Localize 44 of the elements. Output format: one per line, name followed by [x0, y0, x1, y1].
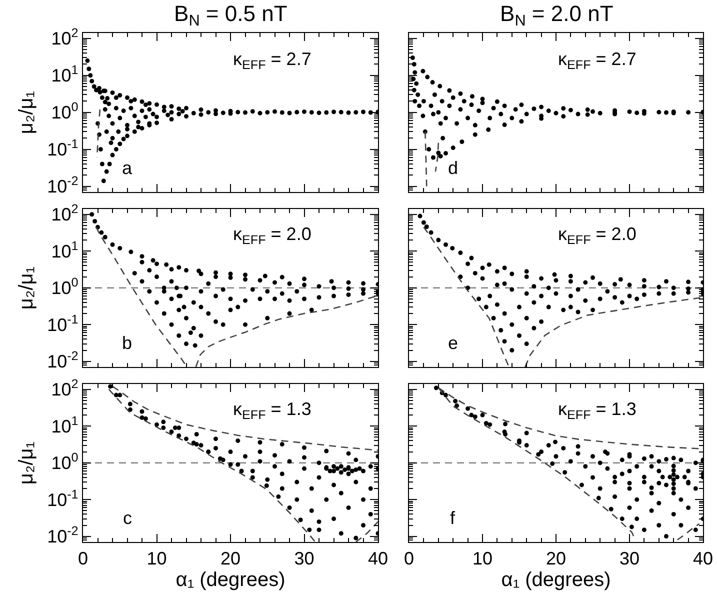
y-tick-label: 10$^{2}$: [51, 377, 78, 400]
y-tick-label: 10$^{1}$: [51, 238, 78, 262]
annotation: κ$_{EFF}$ = 2.7: [558, 49, 636, 72]
annotation: e: [448, 333, 458, 353]
x-tick-label: 0: [404, 548, 414, 569]
annotation: f: [450, 508, 456, 528]
y-axis-title: μ₂/μ₁: [16, 90, 38, 134]
x-tick-label: 10: [146, 548, 167, 569]
y-tick-label: 10$^{1}$: [51, 63, 78, 86]
x-tick-label: 0: [78, 548, 88, 569]
y-tick-label: 10$^{-1}$: [47, 137, 78, 160]
y-tick-label: 10$^{2}$: [51, 26, 78, 49]
annotation: c: [123, 508, 132, 528]
chart-title: B$_{N}$ = 2.0 nT: [500, 1, 614, 30]
x-axis-title: α₁ (degrees): [176, 569, 286, 592]
annotation: κ$_{EFF}$ = 1.3: [558, 399, 636, 422]
annotation: a: [122, 158, 133, 178]
chart-title: B$_{N}$ = 0.5 nT: [174, 1, 288, 30]
x-tick-label: 20: [546, 548, 566, 569]
y-tick-label: 10$^{-2}$: [47, 349, 78, 372]
y-tick-label: 10$^{0}$: [51, 276, 78, 298]
annotation: κ$_{EFF}$ = 2.0: [233, 224, 312, 247]
annotation: κ$_{EFF}$ = 1.3: [233, 399, 312, 422]
y-tick-label: 10$^{-2}$: [47, 174, 78, 197]
annotation: d: [448, 158, 458, 178]
y-tick-label: 10$^{1}$: [51, 414, 78, 436]
x-axis-title: α₁ (degrees): [501, 569, 611, 592]
annotation: κ$_{EFF}$ = 2.7: [233, 49, 312, 72]
y-tick-label: 10$^{-2}$: [47, 524, 78, 547]
y-tick-label: 10$^{2}$: [51, 202, 78, 225]
y-tick-label: 10$^{0}$: [51, 450, 78, 474]
y-axis-title: μ₂/μ₁: [16, 441, 38, 485]
annotation: κ$_{EFF}$ = 2.0: [558, 224, 636, 247]
x-tick-label: 40: [368, 548, 388, 569]
y-tick-label: 10$^{-1}$: [47, 487, 78, 510]
x-tick-label: 30: [619, 548, 640, 569]
x-tick-label: 40: [692, 548, 714, 569]
annotation: b: [122, 333, 132, 353]
y-axis-title: μ₂/μ₁: [16, 266, 38, 310]
x-tick-label: 20: [220, 548, 241, 569]
y-tick-label: 10$^{0}$: [51, 100, 78, 123]
x-tick-label: 30: [294, 548, 314, 569]
y-tick-label: 10$^{-1}$: [47, 312, 78, 335]
x-tick-label: 10: [472, 548, 493, 569]
